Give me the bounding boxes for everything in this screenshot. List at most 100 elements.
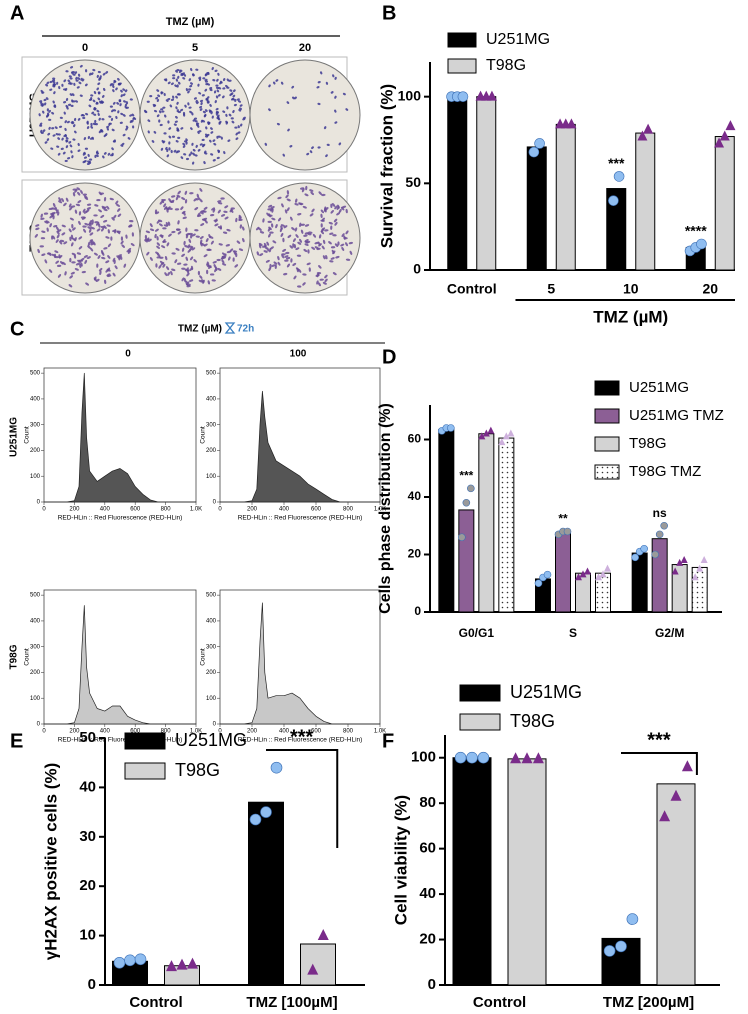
- colony: [117, 77, 120, 81]
- colony: [232, 250, 238, 253]
- colony: [286, 190, 290, 195]
- column-label: 5: [192, 42, 198, 54]
- colony: [290, 258, 293, 263]
- colony: [172, 95, 175, 99]
- colony: [100, 214, 105, 219]
- data-point: [680, 556, 688, 564]
- data-point: [307, 963, 319, 975]
- colony: [79, 64, 83, 68]
- colony: [225, 113, 228, 117]
- colony: [170, 82, 174, 86]
- colony: [57, 274, 62, 278]
- colony: [317, 102, 321, 106]
- colony: [52, 77, 56, 80]
- colony: [82, 152, 85, 156]
- colony: [334, 109, 337, 113]
- colony: [190, 256, 194, 261]
- colony: [185, 227, 188, 232]
- colony: [325, 154, 328, 158]
- colony: [96, 87, 99, 91]
- y-tick-label: 40: [79, 778, 96, 795]
- colony: [206, 263, 209, 268]
- colony: [57, 229, 62, 233]
- colony: [170, 98, 175, 101]
- colony: [129, 98, 133, 101]
- y-tick-label: 50: [79, 729, 96, 746]
- colony: [203, 254, 208, 258]
- colony: [164, 114, 167, 118]
- colony: [177, 220, 180, 225]
- colony: [58, 200, 63, 204]
- colony: [45, 97, 49, 100]
- colony: [341, 233, 345, 237]
- colony: [129, 220, 134, 223]
- colony: [101, 256, 106, 260]
- y-tick-label: 0: [428, 976, 436, 993]
- colony: [181, 253, 185, 257]
- colony: [122, 88, 126, 91]
- colony: [277, 196, 282, 200]
- colony: [289, 245, 293, 249]
- colony: [176, 109, 179, 113]
- colony: [168, 127, 172, 130]
- colony: [187, 102, 190, 106]
- data-point: [615, 940, 627, 953]
- colony: [61, 232, 66, 236]
- colony: [213, 219, 218, 222]
- y-tick-label: 200: [30, 448, 41, 454]
- colony: [69, 275, 73, 279]
- colony: [84, 83, 88, 87]
- colony: [92, 241, 96, 246]
- colony: [312, 233, 316, 238]
- colony: [316, 271, 322, 275]
- colony: [234, 98, 237, 103]
- x-axis-title: RED-HLin :: Red Fluorescence (RED-HLin): [58, 737, 183, 744]
- colony: [55, 133, 59, 136]
- colony: [85, 69, 88, 73]
- colony: [90, 122, 93, 127]
- colony: [345, 108, 349, 111]
- colony: [182, 216, 187, 220]
- colony: [195, 235, 201, 238]
- colony: [57, 211, 60, 216]
- colony: [82, 193, 88, 196]
- x-tick-label: 400: [279, 507, 290, 513]
- colony: [328, 241, 332, 245]
- colony: [232, 257, 235, 262]
- colony: [320, 213, 323, 219]
- colony: [226, 106, 229, 110]
- colony: [186, 281, 190, 286]
- colony: [68, 141, 72, 144]
- colony: [271, 223, 274, 228]
- colony: [220, 197, 225, 200]
- data-point: [696, 564, 704, 572]
- data-point: [655, 530, 664, 539]
- colony: [67, 79, 71, 83]
- colony: [183, 140, 188, 143]
- colony: [188, 88, 192, 91]
- colony: [238, 248, 244, 251]
- colony: [199, 198, 203, 203]
- data-point: [187, 957, 198, 969]
- colony: [95, 278, 100, 282]
- colony: [183, 73, 187, 77]
- colony: [210, 213, 215, 217]
- colony: [187, 249, 192, 253]
- colony: [340, 243, 345, 247]
- bar: [507, 758, 547, 986]
- y-tick-label: 200: [30, 670, 41, 676]
- colony: [267, 208, 272, 211]
- significance: ***: [647, 729, 671, 751]
- x-tick-label: 200: [247, 507, 258, 513]
- colony: [171, 195, 176, 198]
- colony: [96, 74, 99, 78]
- colony: [80, 262, 83, 267]
- legend-swatch: [594, 408, 620, 424]
- colony: [322, 281, 327, 285]
- colony: [264, 245, 268, 250]
- colony: [73, 117, 77, 122]
- colony: [236, 98, 240, 101]
- colony: [329, 232, 334, 235]
- bar: [447, 96, 468, 271]
- colony: [125, 234, 128, 239]
